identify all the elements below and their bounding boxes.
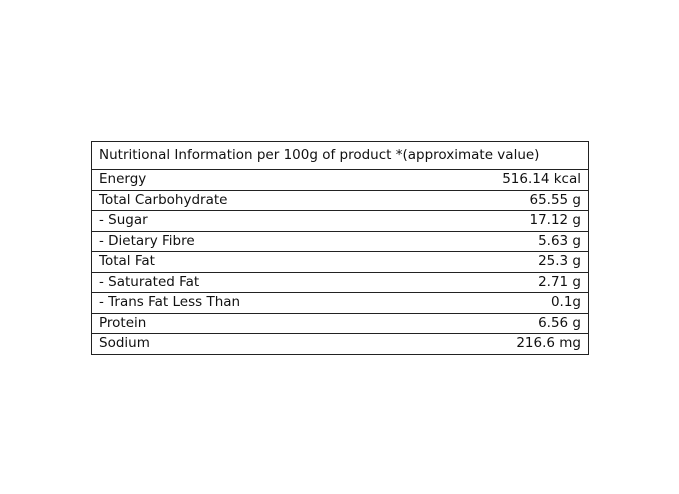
table-body: Nutritional Information per 100g of prod… xyxy=(91,141,590,355)
table-row: Total Fat 25.3 g xyxy=(91,251,590,273)
nutrient-value: 2.71 g xyxy=(402,271,590,293)
nutrient-name: Sodium xyxy=(91,333,403,355)
nutrient-value: 516.14 kcal xyxy=(402,169,590,191)
table-row: Energy 516.14 kcal xyxy=(91,169,590,191)
table-row: - Saturated Fat 2.71 g xyxy=(91,271,590,293)
nutrient-name: - Sugar xyxy=(91,210,403,232)
nutrient-name: Protein xyxy=(91,312,403,334)
nutrient-value: 65.55 g xyxy=(402,189,590,211)
nutrient-name: Energy xyxy=(91,169,403,191)
nutrient-name: Total Fat xyxy=(91,251,403,273)
nutrient-value: 17.12 g xyxy=(402,210,590,232)
nutrient-name: - Saturated Fat xyxy=(91,271,403,293)
table-row: Total Carbohydrate 65.55 g xyxy=(91,189,590,211)
table-row: Protein 6.56 g xyxy=(91,312,590,334)
table-title: Nutritional Information per 100g of prod… xyxy=(91,141,589,170)
title-row: Nutritional Information per 100g of prod… xyxy=(91,141,589,170)
nutrient-name: - Dietary Fibre xyxy=(91,230,403,252)
table-row: - Trans Fat Less Than 0.1g xyxy=(91,292,590,314)
nutrient-name: - Trans Fat Less Than xyxy=(91,292,403,314)
nutrition-table: Nutritional Information per 100g of prod… xyxy=(91,141,590,355)
nutrient-value: 216.6 mg xyxy=(402,333,590,355)
table-row: - Sugar 17.12 g xyxy=(91,210,590,232)
nutrient-value: 0.1g xyxy=(402,292,590,314)
nutrient-name: Total Carbohydrate xyxy=(91,189,403,211)
table-row: - Dietary Fibre 5.63 g xyxy=(91,230,590,252)
nutrient-value: 25.3 g xyxy=(402,251,590,273)
nutrient-value: 6.56 g xyxy=(402,312,590,334)
table-row: Sodium 216.6 mg xyxy=(91,333,590,355)
nutrient-value: 5.63 g xyxy=(402,230,590,252)
